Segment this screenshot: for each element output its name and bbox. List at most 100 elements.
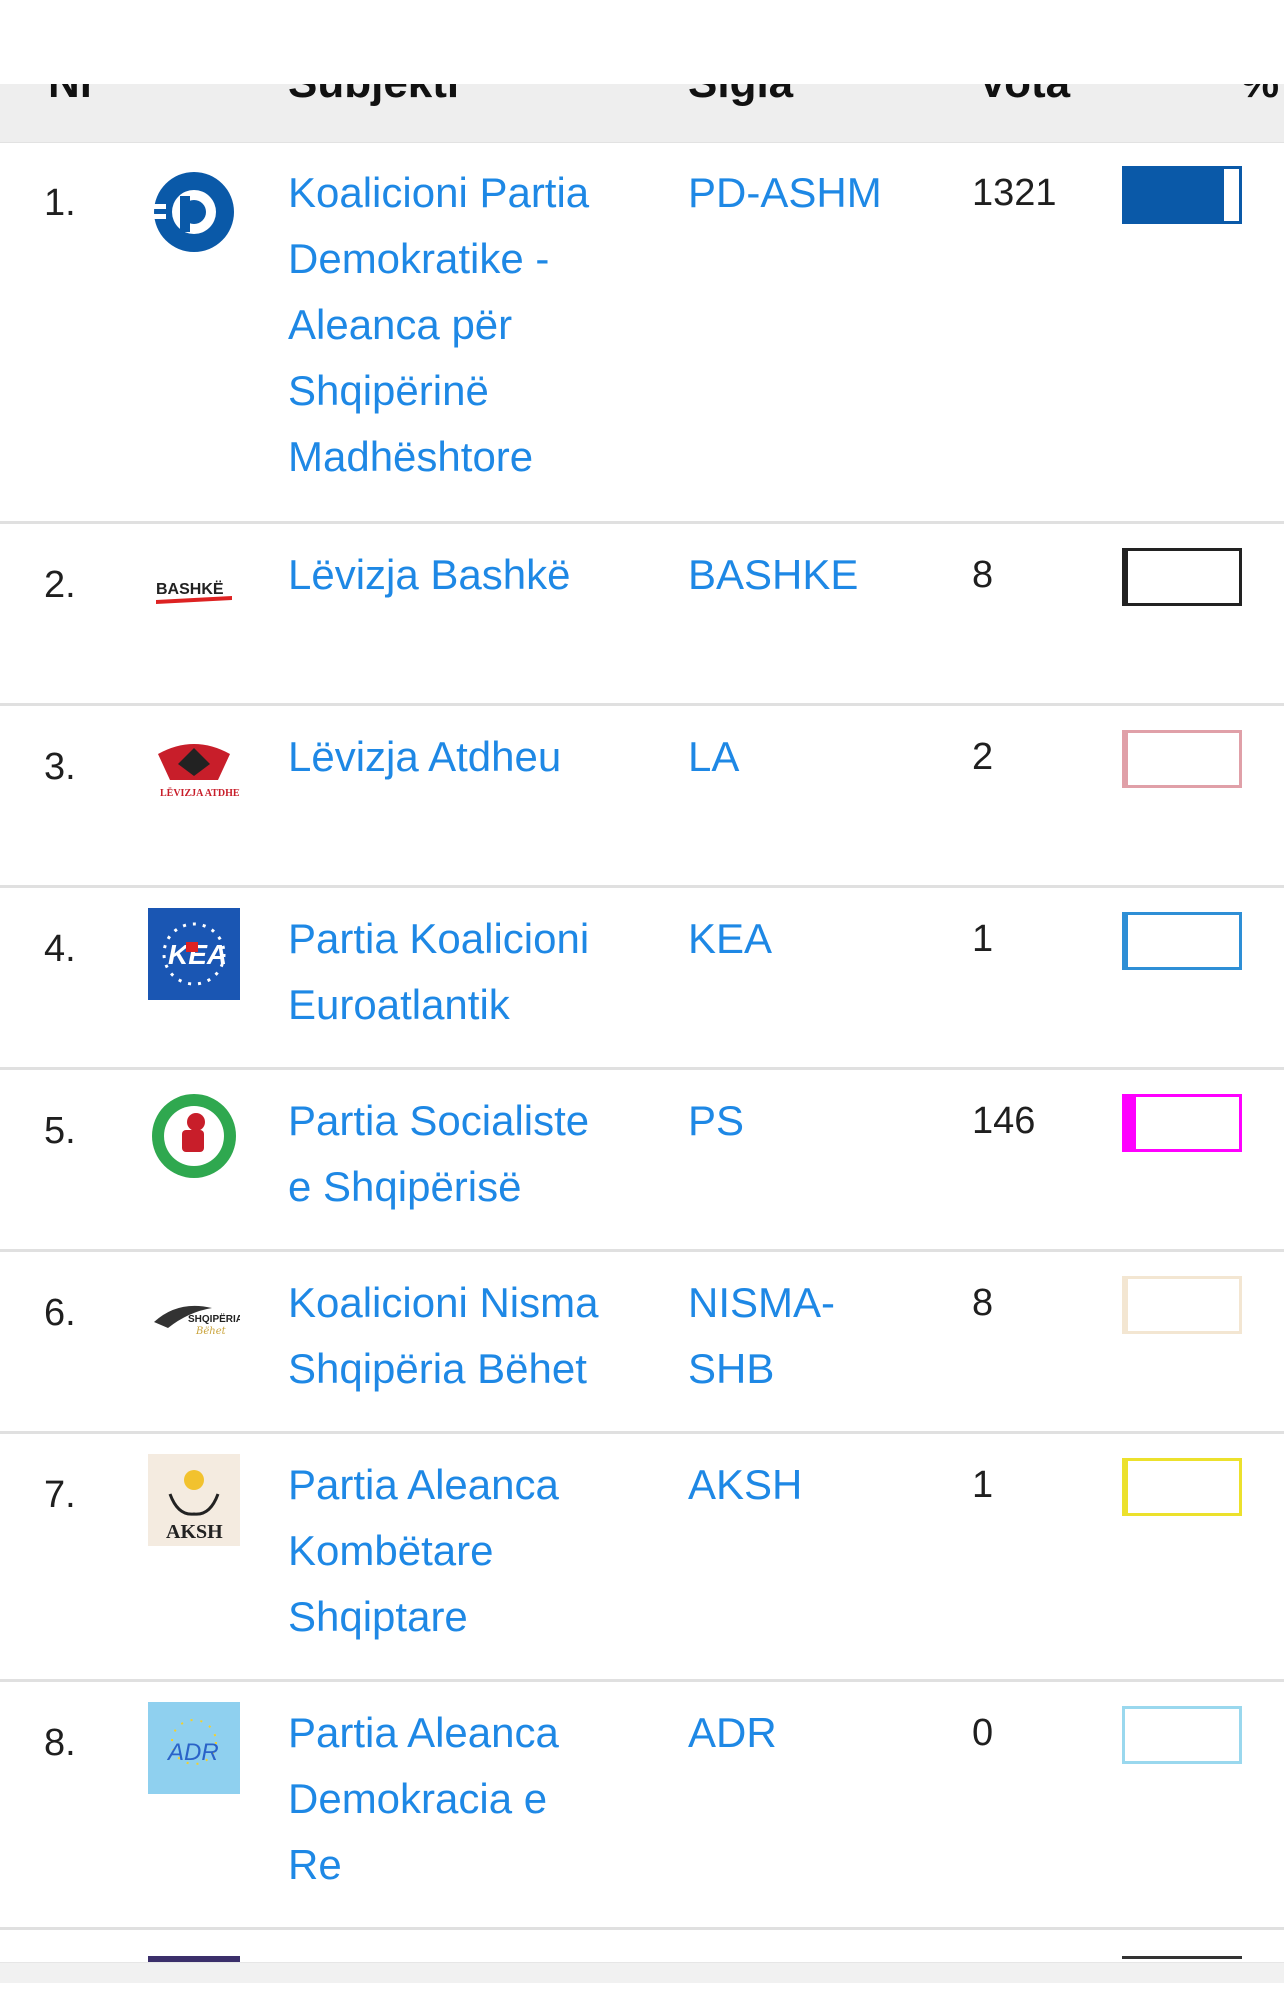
sigla-line: LA	[688, 733, 740, 780]
table-row: 2. BASHKË Lëvizja Bashkë BASHKE 8	[0, 524, 1284, 706]
bottom-scroll-edge	[0, 1962, 1284, 1983]
party-name-line: Partia Koalicioni	[288, 915, 590, 962]
party-name-link[interactable]: Koalicioni Nisma Shqipëria Bëhet	[288, 1270, 648, 1402]
vote-count: 8	[972, 554, 994, 596]
percent-bar	[1122, 1094, 1242, 1152]
svg-text:LËVIZJA ATDHEU: LËVIZJA ATDHEU	[160, 786, 240, 799]
table-row-partial	[0, 1930, 1284, 2010]
sigla-line: AKSH	[688, 1461, 803, 1508]
vote-count: 1	[972, 918, 994, 960]
row-number: 1.	[44, 182, 76, 224]
sigla-line: ADR	[688, 1709, 777, 1756]
percent-bar-fill	[1125, 915, 1129, 967]
svg-text:Bëhet: Bëhet	[195, 1326, 227, 1337]
party-name-line: Shqipëria Bëhet	[288, 1345, 587, 1392]
party-name-link[interactable]: Koalicioni Partia Demokratike - Aleanca …	[288, 160, 648, 490]
party-sigla-link[interactable]: BASHKE	[688, 542, 908, 608]
svg-text:SHQIPËRIA: SHQIPËRIA	[188, 1312, 240, 1325]
percent-bar-fill	[1125, 169, 1225, 221]
kea-logo: KEA	[148, 908, 240, 1000]
party-sigla-link[interactable]: KEA	[688, 906, 908, 972]
percent-bar	[1122, 548, 1242, 606]
row-number: 7.	[44, 1474, 76, 1516]
sigla-line: PD-ASHM	[688, 169, 882, 216]
vote-count: 146	[972, 1100, 1036, 1142]
party-name-line: Lëvizja Bashkë	[288, 551, 571, 598]
vote-count: 1	[972, 1464, 994, 1506]
sigla-line: PS	[688, 1097, 745, 1144]
party-name-link[interactable]: Partia Aleanca Kombëtare Shqiptare	[288, 1452, 648, 1650]
table-header: Nr Subjekti Sigla Vota %	[0, 84, 1284, 143]
party-sigla-link[interactable]: ADR	[688, 1700, 908, 1766]
header-nr: Nr	[48, 84, 97, 108]
party-name-line: Koalicioni Partia	[288, 169, 590, 216]
table-row: 5. Partia Socialiste e Shqipërisë PS 146	[0, 1070, 1284, 1252]
sigla-line: NISMA-	[688, 1279, 835, 1326]
svg-text:ADR: ADR	[166, 1739, 219, 1766]
table-row: 7. AKSH Partia Aleanca Kombëtare Shqipta…	[0, 1434, 1284, 1682]
svg-text:AKSH: AKSH	[166, 1521, 223, 1543]
party-name-line: Partia Aleanca	[288, 1461, 559, 1508]
pd-logo	[148, 166, 240, 258]
party-name-link[interactable]: Lëvizja Bashkë	[288, 542, 648, 608]
top-bar	[0, 0, 1284, 84]
atdheu-logo: LËVIZJA ATDHEU	[148, 724, 240, 816]
party-sigla-link[interactable]: PS	[688, 1088, 908, 1154]
header-sigla: Sigla	[688, 84, 793, 108]
vote-count: 1321	[972, 172, 1057, 214]
svg-text:BASHKË: BASHKË	[156, 580, 224, 598]
party-name-link[interactable]: Lëvizja Atdheu	[288, 724, 648, 790]
party-name-line: Demokratike -	[288, 235, 550, 282]
percent-bar-fill	[1125, 1097, 1136, 1149]
vote-count: 0	[972, 1712, 994, 1754]
party-name-line: e Shqipërisë	[288, 1163, 522, 1210]
party-name-link[interactable]: Partia Socialiste e Shqipërisë	[288, 1088, 648, 1220]
vote-count: 2	[972, 736, 994, 778]
party-sigla-link[interactable]: AKSH	[688, 1452, 908, 1518]
table-row: 4. KEA Partia Koalicioni Euroatlantik KE…	[0, 888, 1284, 1070]
party-name-line: Euroatlantik	[288, 981, 510, 1028]
party-name-link[interactable]: Partia Koalicioni Euroatlantik	[288, 906, 648, 1038]
percent-bar	[1122, 912, 1242, 970]
sigla-line: SHB	[688, 1345, 775, 1392]
aksh-logo: AKSH	[148, 1454, 240, 1546]
party-name-line: Demokracia e	[288, 1775, 548, 1822]
table-row: 1. Koalicioni Partia Demokratike - Alean…	[0, 142, 1284, 524]
row-number: 5.	[44, 1110, 76, 1152]
party-name-line: Partia Aleanca	[288, 1709, 559, 1756]
percent-bar	[1122, 166, 1242, 224]
party-name-line: Kombëtare	[288, 1527, 494, 1574]
partial-logo	[148, 1956, 240, 1966]
percent-bar-fill	[1125, 1279, 1129, 1331]
percent-bar	[1122, 1706, 1242, 1764]
party-name-line: Aleanca për	[288, 301, 513, 348]
header-vota: Vota	[978, 84, 1070, 108]
row-number: 6.	[44, 1292, 76, 1334]
row-number: 3.	[44, 746, 76, 788]
vote-count: 8	[972, 1282, 994, 1324]
percent-bar	[1122, 1276, 1242, 1334]
sigla-line: KEA	[688, 915, 773, 962]
percent-bar-fill	[1125, 551, 1129, 603]
party-name-line: Madhështore	[288, 433, 534, 480]
party-sigla-link[interactable]: LA	[688, 724, 908, 790]
row-number: 8.	[44, 1722, 76, 1764]
partial-percent-bar	[1122, 1956, 1242, 1965]
adr-logo: ADR	[148, 1702, 240, 1794]
sigla-line: BASHKE	[688, 551, 859, 598]
party-name-line: Re	[288, 1841, 342, 1888]
table-row: 3. LËVIZJA ATDHEU Lëvizja Atdheu LA 2	[0, 706, 1284, 888]
party-name-line: Partia Socialiste	[288, 1097, 590, 1144]
party-sigla-link[interactable]: PD-ASHM	[688, 160, 908, 226]
party-name-line: Shqiptare	[288, 1593, 468, 1640]
table-row: 8. ADR Partia Aleanca Demokracia e Re AD…	[0, 1682, 1284, 1930]
percent-bar	[1122, 730, 1242, 788]
row-number: 4.	[44, 928, 76, 970]
party-name-line: Koalicioni Nisma	[288, 1279, 599, 1326]
table-row: 6. SHQIPËRIA Bëhet Koalicioni Nisma Shqi…	[0, 1252, 1284, 1434]
nisma-logo: SHQIPËRIA Bëhet	[148, 1272, 240, 1364]
percent-bar	[1122, 1458, 1242, 1516]
ps-logo	[148, 1090, 240, 1182]
party-sigla-link[interactable]: NISMA- SHB	[688, 1270, 908, 1402]
party-name-link[interactable]: Partia Aleanca Demokracia e Re	[288, 1700, 648, 1898]
